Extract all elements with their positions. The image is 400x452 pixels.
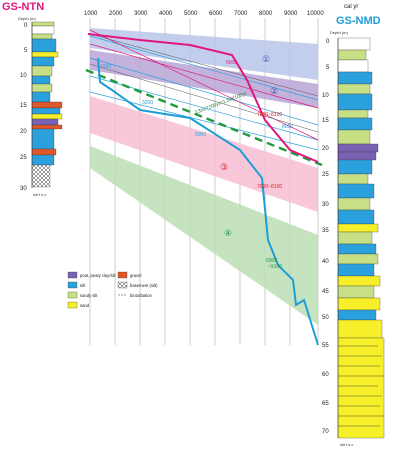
svg-text:15: 15 (20, 103, 27, 109)
svg-text:25: 25 (322, 172, 329, 178)
svg-text:45: 45 (322, 289, 329, 295)
sedimentation-trend-line (85, 68, 323, 167)
age-tick: 2000 (109, 11, 123, 17)
annotation-8000: 8000 (282, 124, 293, 130)
right-core-title: GS-NMD (336, 15, 381, 27)
annotation-6000: 6000 (226, 60, 237, 66)
nmd-age-curve (97, 57, 319, 346)
svg-text:peat, peaty clay/silt: peat, peaty clay/silt (80, 273, 116, 278)
svg-text:sand: sand (80, 303, 90, 308)
annotation-7900: 7900~8100 (257, 184, 282, 190)
annotation-9100: ~9100 (268, 264, 282, 270)
svg-text:30: 30 (322, 202, 329, 208)
svg-text:20: 20 (322, 146, 329, 152)
svg-text:15: 15 (322, 118, 329, 124)
legend-swatch-sandy-silt (67, 291, 78, 299)
svg-text:bioturbation: bioturbation (130, 293, 153, 298)
right-depth-label: Depth (m) (330, 30, 348, 35)
zone-4-band (90, 146, 318, 325)
svg-text:10: 10 (322, 93, 329, 99)
legend-swatch-basement (117, 281, 128, 289)
left-core-column (31, 21, 63, 188)
svg-text:30: 30 (20, 186, 27, 192)
svg-text:25: 25 (20, 155, 27, 161)
annotation-7800: 7800~8100 (257, 112, 282, 118)
svg-text:5: 5 (326, 65, 330, 71)
svg-text:60: 60 (322, 372, 329, 378)
zone-2-band (90, 50, 318, 108)
age-axis: 1000 2000 3000 4000 5000 6000 7000 8000 … (84, 11, 324, 17)
right-core-column (337, 37, 385, 439)
left-core-title: GS-NTN (2, 1, 44, 13)
unit-label: cal yr (344, 4, 358, 10)
left-depth-label: Depth (m) (18, 16, 36, 21)
svg-text:basement (silt): basement (silt) (130, 283, 158, 288)
legend-swatch-silt (67, 281, 78, 289)
right-depth-axis: 0 5 10 15 20 25 30 35 40 45 50 55 60 65 … (322, 39, 330, 435)
zone-2-label: ② (270, 86, 278, 96)
annotation-5000: 5000 (195, 132, 206, 138)
lithology-legend: peat, peaty clay/silt silt sandy silt sa… (67, 271, 158, 309)
svg-text:0: 0 (24, 23, 28, 29)
legend-swatch-peat (67, 271, 78, 279)
svg-text:10: 10 (20, 73, 27, 79)
age-tick: 9000 (284, 11, 298, 17)
age-tick: 7000 (234, 11, 248, 17)
svg-text:20: 20 (20, 129, 27, 135)
legend-swatch-sand (67, 301, 78, 309)
annotation-1500: 1500 (100, 64, 111, 70)
svg-text:sandy silt: sandy silt (80, 293, 98, 298)
svg-text:silt: silt (80, 283, 86, 288)
svg-text:0: 0 (326, 39, 330, 45)
zone-3-band (90, 96, 318, 212)
age-tick: 1000 (84, 11, 98, 17)
svg-text:70: 70 (322, 429, 329, 435)
svg-text:gravel: gravel (130, 273, 141, 278)
zone-3-label: ③ (220, 162, 228, 172)
svg-text:5: 5 (24, 48, 28, 54)
zone-4-label: ④ (224, 228, 232, 238)
right-grain-legend: silt f s c (340, 442, 353, 447)
svg-text:65: 65 (322, 401, 329, 407)
left-grain-legend: silt f s c (33, 192, 46, 197)
age-tick: 3000 (134, 11, 148, 17)
legend-swatch-gravel (117, 271, 128, 279)
svg-text:35: 35 (322, 228, 329, 234)
age-tick: 10000 (307, 11, 324, 17)
zone-1-label: ① (262, 54, 270, 64)
annotation-3200: 3200 (142, 100, 153, 106)
svg-text:40: 40 (322, 259, 329, 265)
age-tick: 6000 (209, 11, 223, 17)
svg-text:55: 55 (322, 343, 329, 349)
age-tick: 5000 (184, 11, 198, 17)
ntn-age-curve (87, 33, 319, 163)
annotation-6900: 6900 (266, 258, 277, 264)
age-tick: 8000 (259, 11, 273, 17)
age-tick: 4000 (159, 11, 173, 17)
svg-text:50: 50 (322, 315, 329, 321)
left-depth-axis: 0 5 10 15 20 25 30 (20, 23, 28, 192)
